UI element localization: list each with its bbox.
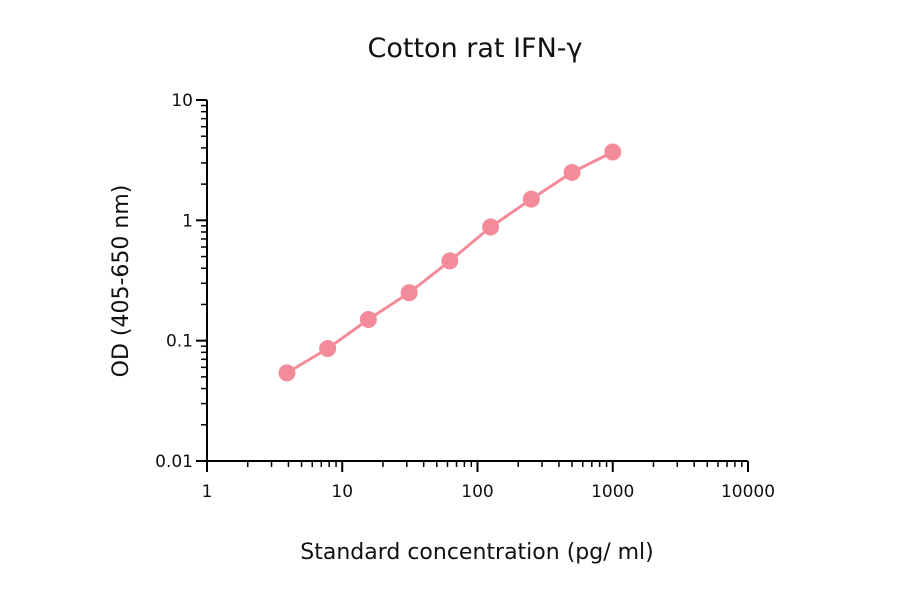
data-point bbox=[604, 143, 622, 161]
x-tick-label: 100 bbox=[461, 482, 493, 502]
chart-title: Cotton rat IFN-γ bbox=[368, 33, 583, 64]
data-point bbox=[522, 190, 540, 208]
x-tick-label: 1 bbox=[202, 482, 213, 502]
y-tick-label: 0.01 bbox=[155, 452, 193, 472]
tick-labels: 1 10 100 1000 10000 0.01 0.1 1 10 bbox=[155, 91, 775, 502]
x-tick-label: 10000 bbox=[721, 482, 775, 502]
data-point bbox=[563, 163, 581, 181]
y-tick-label: 1 bbox=[182, 211, 193, 231]
x-tick-label: 10 bbox=[331, 482, 353, 502]
y-axis-label: OD (405-650 nm) bbox=[109, 185, 134, 378]
y-tick-label: 10 bbox=[171, 91, 193, 111]
y-tick-label: 0.1 bbox=[166, 332, 193, 352]
data-point bbox=[278, 364, 296, 382]
data-point bbox=[400, 284, 418, 302]
data-point bbox=[482, 218, 500, 236]
data-series bbox=[278, 143, 622, 382]
data-point bbox=[319, 340, 337, 358]
data-point bbox=[359, 310, 377, 328]
x-axis-label: Standard concentration (pg/ ml) bbox=[300, 540, 653, 565]
axes bbox=[206, 100, 748, 462]
tick-marks bbox=[196, 99, 749, 472]
x-tick-label: 1000 bbox=[591, 482, 634, 502]
data-point bbox=[441, 252, 459, 270]
